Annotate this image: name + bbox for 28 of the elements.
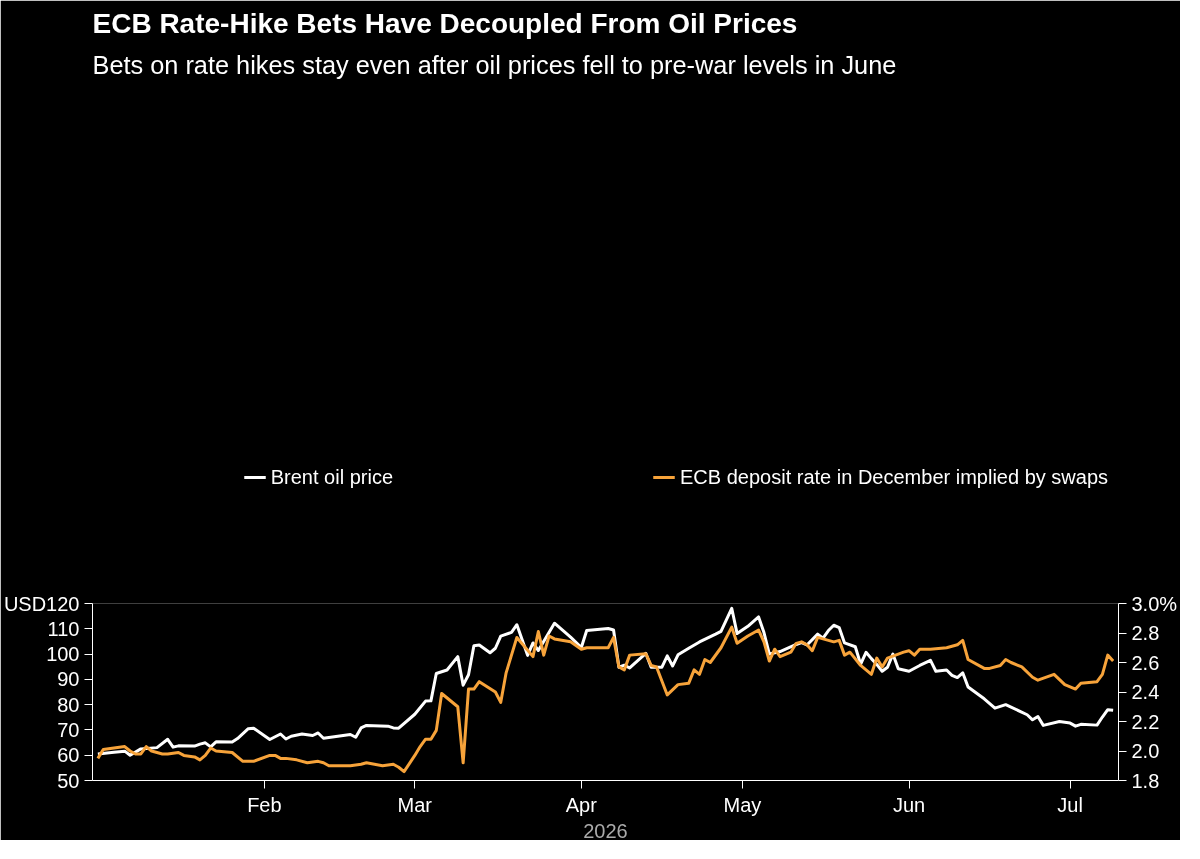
- legend-label: ECB deposit rate in December implied by swaps: [680, 465, 1108, 489]
- y2-tick-label: 2.8: [1131, 622, 1160, 644]
- y-tick-label: 60: [57, 744, 80, 767]
- x-tick-label: Jun: [892, 793, 926, 816]
- y-tick-label: 100: [46, 643, 80, 666]
- x-tick-label: May: [723, 793, 762, 816]
- y-tick-label: 50: [57, 769, 80, 792]
- line-series: [96, 606, 1115, 757]
- y2-tick-label: 2.4: [1131, 681, 1160, 703]
- y2-tick-label: 1.8: [1131, 769, 1160, 792]
- x-tick-label: Feb: [247, 793, 282, 816]
- x-tick-label: Apr: [565, 793, 598, 816]
- x-tick-label: Jul: [1057, 793, 1083, 816]
- chart-subtitle: Bets on rate hikes stay even after oil prices fell to pre-war levels in June: [92, 50, 897, 79]
- y-tick-label: USD120: [3, 592, 80, 615]
- y-tick-label: 80: [57, 693, 80, 716]
- y2-tick-label: 3.0%: [1131, 592, 1178, 615]
- y-tick-label: 70: [57, 718, 80, 741]
- y2-tick-label: 2.0: [1131, 740, 1160, 762]
- y-tick-label: 110: [47, 617, 80, 640]
- line-series: [96, 625, 1115, 774]
- x-tick-label: Mar: [397, 793, 433, 816]
- y-tick-label: 90: [57, 668, 80, 691]
- x-axis-title: 2026: [583, 819, 628, 842]
- y2-tick-label: 2.6: [1131, 651, 1160, 674]
- y2-tick-label: 2.2: [1131, 710, 1160, 733]
- chart-title: ECB Rate-Hike Bets Have Decoupled From Oil Prices: [92, 7, 798, 39]
- legend-label: Brent oil price: [270, 465, 394, 489]
